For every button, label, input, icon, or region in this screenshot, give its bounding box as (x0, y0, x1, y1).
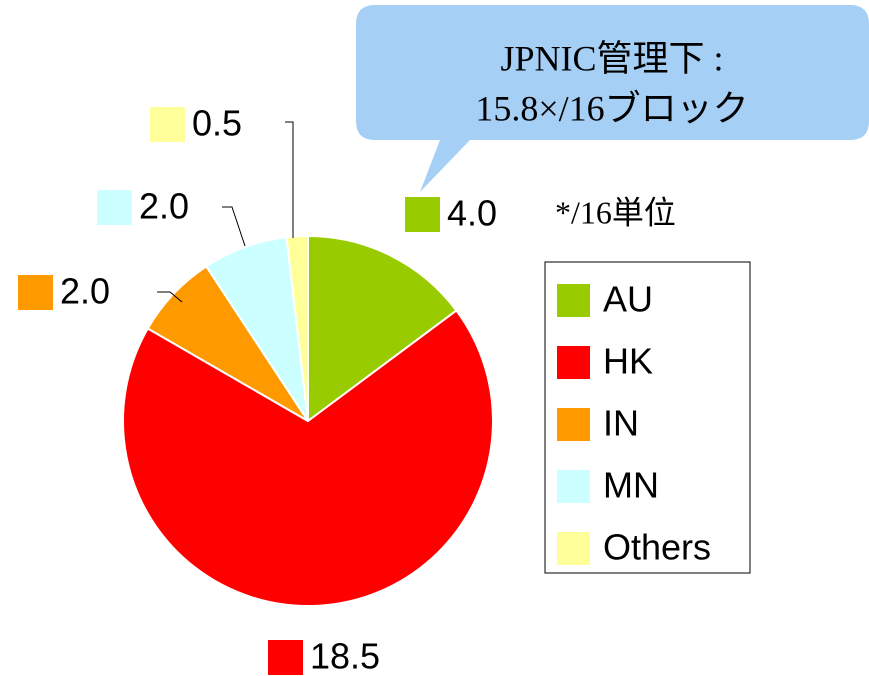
legend-label: Others (603, 527, 711, 568)
data-label: 18.5 (310, 636, 380, 676)
data-label: 4.0 (447, 193, 497, 234)
callout-line: JPNIC管理下 : (500, 38, 723, 78)
data-label: 2.0 (60, 271, 110, 312)
leader-line (285, 121, 294, 238)
label-swatch (97, 190, 132, 225)
pie-slice (307, 234, 458, 423)
legend-label: MN (603, 465, 659, 506)
callout (356, 5, 869, 192)
pie-slice (122, 309, 494, 607)
legend-swatch (557, 346, 590, 379)
legend-swatch (557, 408, 590, 441)
legend-label: IN (603, 403, 639, 444)
label-swatch (18, 275, 53, 310)
leader-line (222, 206, 246, 247)
legend-label: HK (603, 341, 653, 382)
callout-line: 15.8×/16ブロック (475, 88, 748, 128)
legend-swatch (557, 470, 590, 503)
legend-label: AU (603, 279, 653, 320)
label-swatch (150, 107, 185, 142)
pie-slice (285, 234, 309, 422)
legend-swatch (557, 284, 590, 317)
label-swatch (268, 640, 303, 675)
leader-line (157, 291, 183, 303)
legend-swatch (557, 532, 590, 565)
unit-note: */16単位 (555, 194, 676, 230)
data-label: 2.0 (139, 186, 189, 227)
data-label: 0.5 (192, 103, 242, 144)
label-swatch (405, 197, 440, 232)
